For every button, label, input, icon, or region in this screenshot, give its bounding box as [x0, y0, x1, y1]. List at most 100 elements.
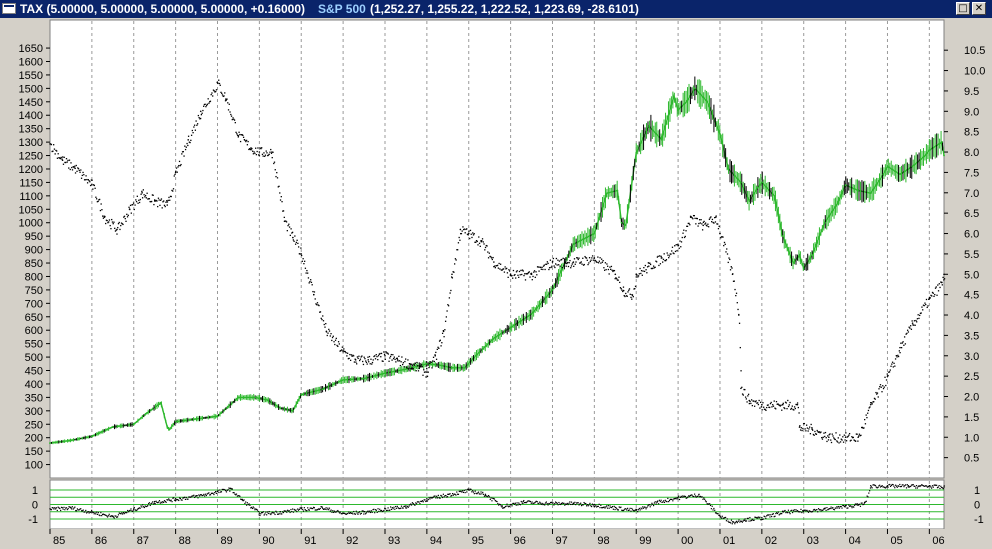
indicator-dot [257, 510, 259, 513]
chart-window-icon[interactable] [2, 3, 16, 14]
tax-dot [784, 407, 786, 410]
tax-dot [828, 434, 830, 436]
tax-dot [412, 368, 414, 370]
indicator-dot [121, 512, 123, 514]
tax-dot [551, 265, 553, 267]
indicator-dot [148, 502, 151, 504]
indicator-dot [938, 485, 940, 487]
tax-dot [276, 177, 279, 179]
indicator-dot [633, 510, 635, 512]
indicator-dot [61, 507, 63, 509]
tax-dot [144, 194, 147, 197]
indicator-dot [318, 508, 321, 510]
tax-dot [613, 269, 615, 272]
indicator-dot [89, 511, 91, 513]
indicator-point [551, 502, 554, 504]
indicator-dot [809, 510, 811, 512]
indicator-dot [537, 502, 539, 504]
indicator-dot [554, 501, 557, 503]
tax-dot [666, 252, 668, 254]
tax-dot [542, 265, 545, 267]
tax-dot [665, 259, 667, 262]
left-tick-label: 900 [25, 245, 43, 257]
indicator-dot [236, 495, 238, 497]
tax-dot [888, 371, 891, 373]
tax-dot [334, 339, 337, 341]
restore-button[interactable]: □ [956, 2, 970, 15]
indicator-dot [673, 498, 676, 500]
close-button[interactable]: ✕ [972, 2, 986, 15]
tax-dot [929, 297, 931, 299]
indicator-dot [198, 494, 200, 496]
indicator-dot [86, 511, 89, 513]
indicator-dot [767, 514, 769, 516]
indicator-dot [476, 493, 478, 495]
tax-dot [891, 363, 893, 365]
indicator-dot [554, 502, 556, 505]
indicator-dot [467, 488, 469, 490]
sp500-point [70, 439, 72, 442]
tax-dot [427, 371, 429, 373]
tax-dot [468, 230, 470, 232]
tax-dot [290, 228, 292, 230]
indicator-dot [84, 511, 86, 513]
indicator-dot [211, 492, 213, 494]
tax-dot [857, 435, 860, 437]
tax-dot [506, 267, 508, 270]
tax-dot [499, 268, 501, 270]
tax-dot [323, 323, 325, 326]
indicator-dot [825, 509, 827, 512]
indicator-dot [375, 509, 377, 511]
indicator-dot [436, 497, 439, 499]
tax-dot [294, 243, 297, 245]
indicator-dot [652, 503, 654, 506]
indicator-dot [764, 516, 766, 518]
indicator-dot [64, 509, 66, 511]
tax-dot [80, 177, 83, 179]
tax-dot [443, 336, 445, 338]
tax-dot [416, 361, 418, 364]
indicator-dot [271, 512, 273, 514]
tax-dot [428, 366, 430, 369]
tax-dot [414, 362, 417, 364]
tax-dot [787, 399, 789, 402]
tax-dot [603, 269, 606, 271]
indicator-dot [903, 486, 905, 488]
tax-dot [833, 438, 836, 440]
indicator-dot [459, 490, 461, 493]
indicator-dot [833, 508, 835, 510]
tax-dot [441, 332, 444, 334]
tax-dot [401, 356, 403, 358]
tax-dot [261, 153, 264, 156]
indicator-dot [264, 513, 266, 515]
tax-dot [254, 152, 256, 155]
tax-dot [584, 255, 586, 258]
indicator-dot [598, 503, 600, 505]
tax-dot [720, 236, 723, 238]
indicator-dot [861, 502, 863, 504]
indicator-dot [242, 500, 244, 502]
sp500-point [216, 415, 219, 418]
indicator-dot [241, 498, 243, 501]
tax-dot [470, 233, 472, 235]
tax-point [714, 216, 717, 219]
tax-dot [372, 359, 374, 361]
indicator-dot [365, 512, 367, 514]
indicator-dot [654, 501, 656, 503]
tax-dot [516, 270, 518, 272]
indicator-dot [143, 506, 145, 509]
x-tick-label: 95 [472, 535, 484, 547]
indicator-dot [253, 507, 255, 509]
tax-dot [792, 408, 794, 411]
indicator-dot [485, 495, 487, 497]
tax-dot [586, 259, 588, 261]
tax-dot [86, 182, 89, 184]
indicator-dot [828, 508, 830, 510]
tax-dot [62, 156, 64, 158]
indicator-dot [203, 493, 205, 496]
tax-dot [764, 408, 766, 411]
tax-dot [897, 354, 899, 357]
indicator-dot [812, 509, 815, 511]
indicator-dot [294, 509, 296, 511]
tax-dot [255, 153, 258, 156]
